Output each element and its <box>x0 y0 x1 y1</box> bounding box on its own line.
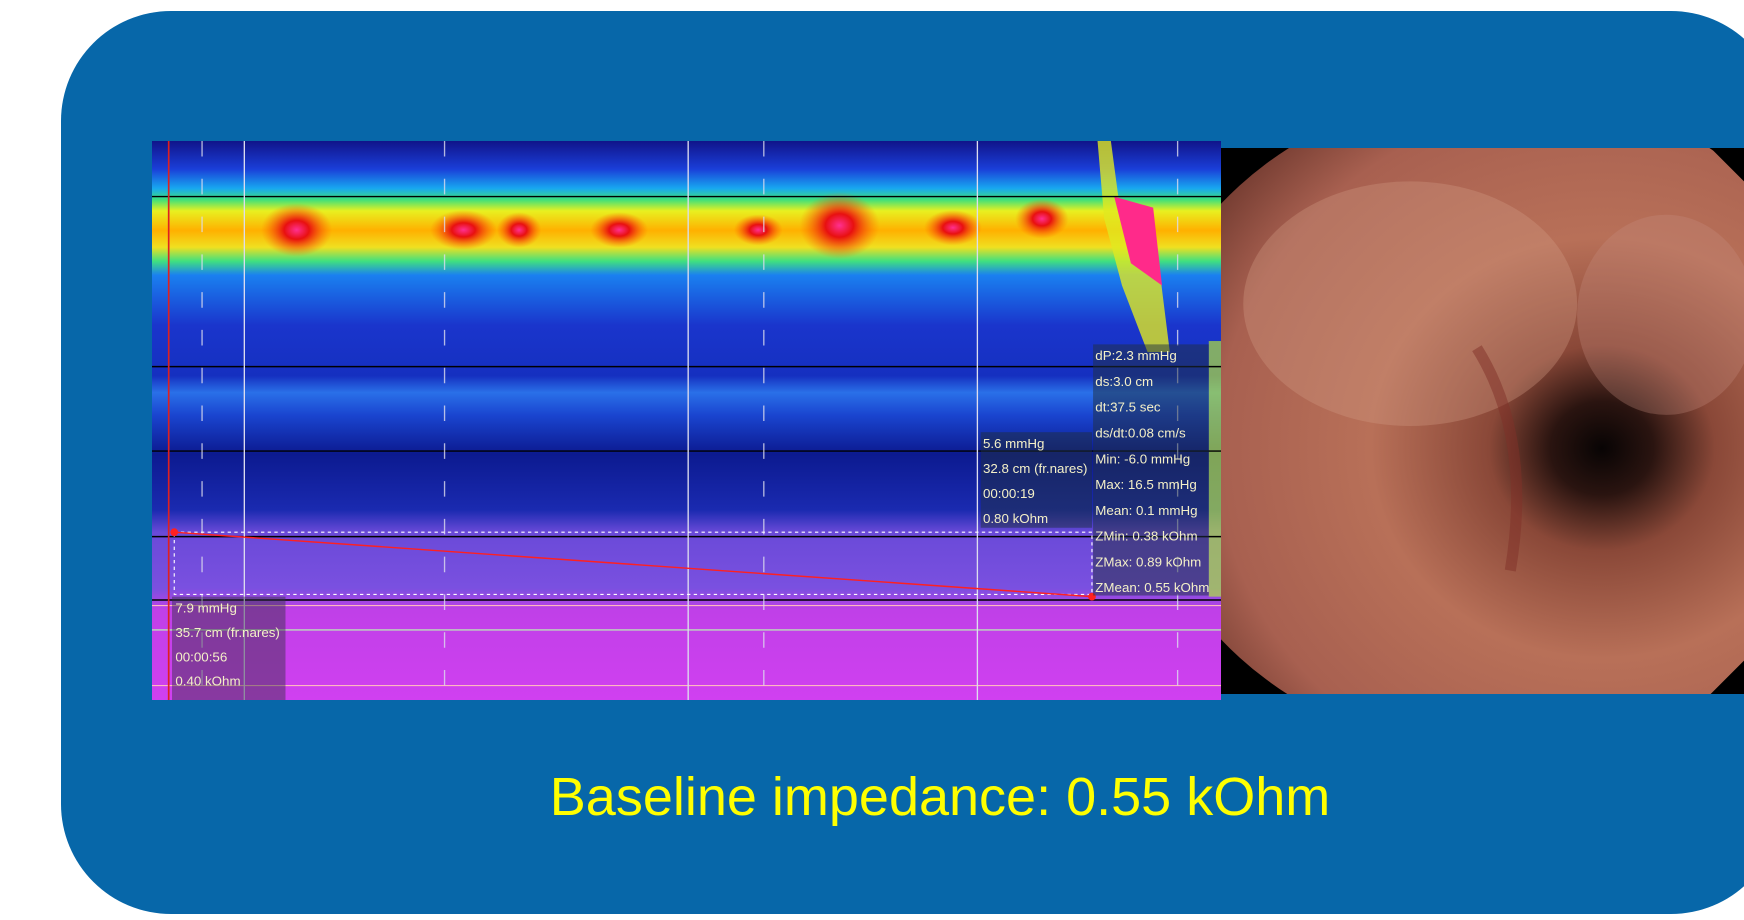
overlay-label: ZMax: 0.89 kOhm <box>1095 554 1201 569</box>
overlay-label: 35.7 cm (fr.nares) <box>175 625 280 640</box>
overlay-label: Max: 16.5 mmHg <box>1095 477 1197 492</box>
overlay-label: 5.6 mmHg <box>983 436 1045 451</box>
overlay-label: Mean: 0.1 mmHg <box>1095 503 1197 518</box>
page: {"caption": "Baseline impedance: 0.55 kO… <box>0 0 1744 920</box>
overlay-label: dP:2.3 mmHg <box>1095 348 1177 363</box>
overlay-label: Min: -6.0 mmHg <box>1095 451 1190 466</box>
overlay-label: ZMin: 0.38 kOhm <box>1095 529 1197 544</box>
overlay-label: 7.9 mmHg <box>175 600 237 615</box>
overlay-label: 0.80 kOhm <box>983 511 1048 526</box>
overlay-label: 0.40 kOhm <box>175 674 240 689</box>
overlay-label: ds:3.0 cm <box>1095 374 1153 389</box>
endoscopy-image <box>1221 148 1744 694</box>
overlay-label: ds/dt:0.08 cm/s <box>1095 425 1186 440</box>
overlay-label: 32.8 cm (fr.nares) <box>983 461 1088 476</box>
caption: Baseline impedance: 0.55 kOhm <box>0 766 1744 828</box>
overlay-label: ZMean: 0.55 kOhm <box>1095 580 1209 595</box>
overlay-label: dt:37.5 sec <box>1095 400 1161 415</box>
manometry-plot: 7.9 mmHg 35.7 cm (fr.nares) 00:00:56 0.40 k… <box>152 141 1221 700</box>
overlay-label: 00:00:19 <box>983 486 1035 501</box>
overlay-label: 00:00:56 <box>175 649 227 664</box>
